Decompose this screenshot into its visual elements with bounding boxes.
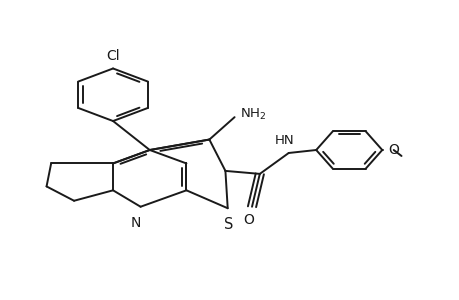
Text: O: O: [387, 143, 398, 157]
Text: Cl: Cl: [106, 49, 120, 62]
Text: O: O: [242, 213, 253, 227]
Text: HN: HN: [274, 134, 293, 147]
Text: S: S: [224, 217, 233, 232]
Text: NH$_2$: NH$_2$: [240, 107, 266, 122]
Text: N: N: [130, 216, 141, 230]
